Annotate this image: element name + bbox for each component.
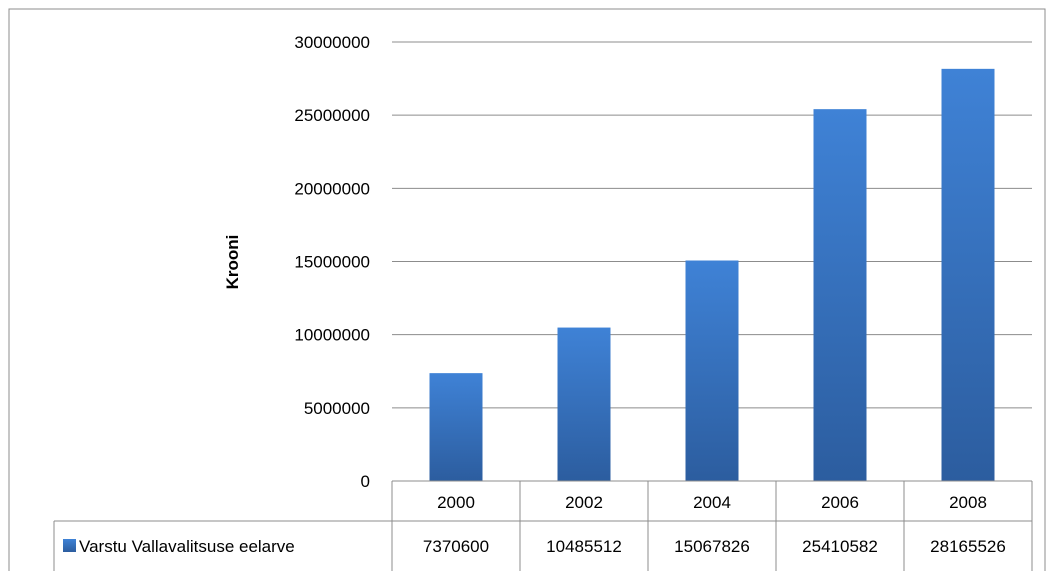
category-label: 2008 [949,493,987,512]
data-table-value: 10485512 [546,537,622,556]
category-label: 2002 [565,493,603,512]
data-table-value: 25410582 [802,537,878,556]
y-tick-label: 5000000 [304,399,370,418]
bar-2006 [813,109,867,482]
category-label: 2000 [437,493,475,512]
bar-2002 [557,327,611,481]
bar-2008 [941,68,995,481]
bar-2000 [429,373,483,481]
chart-border [8,8,1046,571]
series-name: Varstu Vallavalitsuse eelarve [79,537,295,556]
y-tick-label: 15000000 [294,253,370,272]
y-tick-label: 20000000 [294,179,370,198]
y-tick-label: 0 [361,472,370,491]
data-table-value: 28165526 [930,537,1006,556]
y-axis-label: Krooni [223,235,242,290]
y-tick-label: 10000000 [294,326,370,345]
data-table-value: 15067826 [674,537,750,556]
data-table-value: 7370600 [423,537,489,556]
category-label: 2006 [821,493,859,512]
bar-2004 [685,260,739,481]
data-table: 2000 2002 2004 2006 2008 Varstu Vallavalitsus… [53,480,1033,571]
bars [429,68,995,482]
legend-key [63,539,76,552]
category-label: 2004 [693,493,731,512]
y-tick-label: 30000000 [294,33,370,52]
y-tick-label: 25000000 [294,106,370,125]
y-tick-labels: 0 5000000 10000000 15000000 20000000 25000000… [294,33,370,491]
